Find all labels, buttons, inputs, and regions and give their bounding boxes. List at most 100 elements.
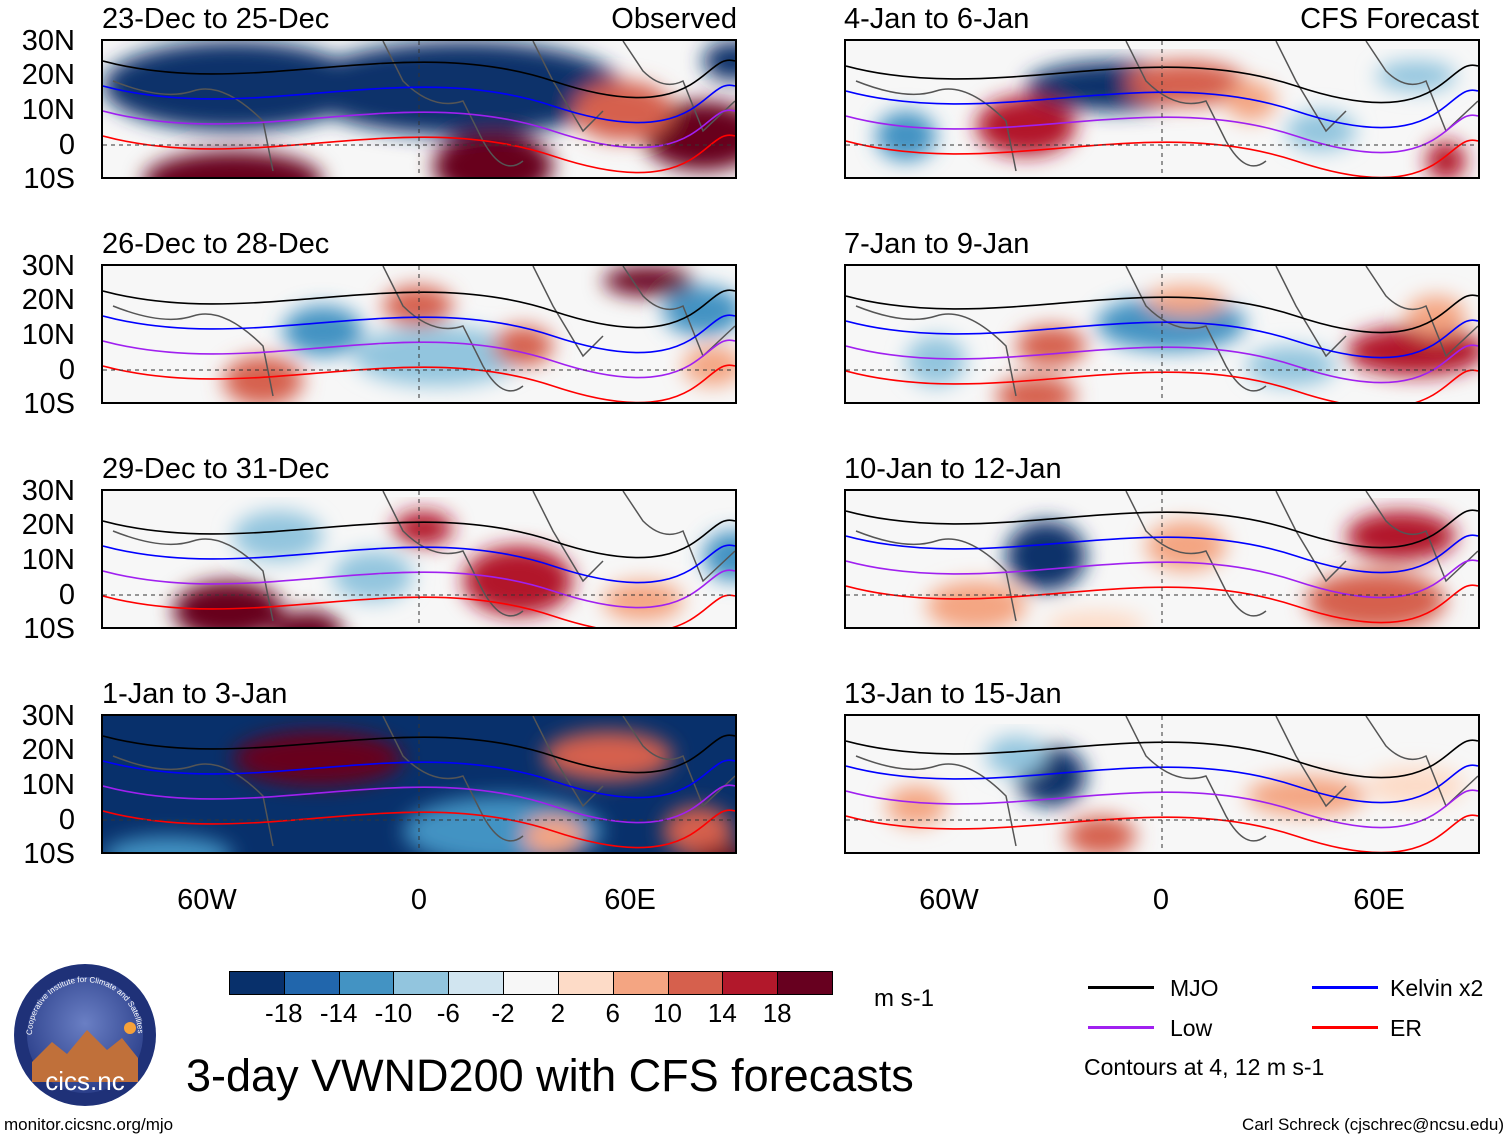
anomaly-blob	[383, 286, 453, 326]
contour-line	[103, 289, 735, 329]
anomaly-blob	[1066, 816, 1136, 852]
map-panel	[101, 264, 737, 404]
anomaly-blob	[1046, 611, 1146, 627]
anomaly-blob	[699, 846, 735, 852]
contour-line	[103, 519, 735, 559]
coastline	[855, 491, 1478, 622]
main-title: 3-day VWND200 with CFS forecasts	[186, 1050, 914, 1101]
lon-label: 0	[1152, 884, 1170, 916]
lon-label: 0	[410, 884, 428, 916]
colorbar-tick-label: -14	[319, 998, 358, 1028]
colorbar	[229, 971, 833, 995]
anomaly-blob	[1226, 81, 1276, 121]
anomaly-blob	[393, 511, 453, 546]
colorbar-swatch	[448, 971, 505, 995]
contour-line	[103, 84, 735, 124]
legend-swatch-low	[1088, 1026, 1154, 1029]
anomaly-blob	[986, 736, 1046, 776]
legend-label-kelvin: Kelvin x2	[1390, 975, 1484, 1001]
map-field	[103, 266, 735, 402]
anomaly-blob	[1146, 521, 1226, 571]
contour-line	[103, 134, 735, 174]
legend-label-er: ER	[1390, 1015, 1422, 1041]
anomaly-blob	[1016, 326, 1086, 366]
lat-label: 0	[58, 804, 75, 836]
colorbar-tick-label: 10	[653, 998, 682, 1028]
contour-line	[103, 784, 735, 824]
map-panel	[844, 489, 1480, 629]
anomaly-blob	[1286, 111, 1356, 151]
anomaly-blob	[703, 531, 735, 581]
map-field	[103, 491, 735, 627]
map-field	[846, 491, 1478, 627]
legend-swatch-kelvin	[1312, 986, 1378, 989]
lat-label: 0	[58, 354, 75, 386]
colorbar-tick-label: 6	[605, 998, 620, 1028]
anomaly-blob	[333, 551, 413, 601]
panel-title: 29-Dec to 31-Dec	[102, 453, 330, 485]
contour-line	[846, 559, 1478, 599]
anomaly-blob	[603, 581, 683, 621]
panel-title: 1-Jan to 3-Jan	[102, 678, 288, 710]
coastline	[112, 716, 735, 847]
contour-line	[103, 109, 735, 149]
lon-label: 60W	[919, 884, 979, 916]
anomaly-blob	[876, 111, 936, 161]
colorbar-tick-label: -10	[374, 998, 413, 1028]
map-field	[103, 41, 735, 177]
anomaly-blob	[1246, 776, 1366, 816]
anomaly-blob	[143, 151, 323, 177]
coastline	[112, 491, 735, 622]
colorbar-swatch	[503, 971, 559, 995]
colorbar-tick-label: -2	[491, 998, 515, 1028]
anomaly-blob	[104, 836, 232, 852]
lon-label: 60E	[1353, 884, 1405, 916]
panel-tag-observed: Observed	[611, 3, 737, 35]
anomaly-blob	[926, 581, 1026, 627]
contour-line	[103, 594, 735, 627]
anomaly-blob	[103, 41, 363, 131]
colorbar-swatch	[667, 971, 724, 995]
lat-label: 10N	[21, 769, 75, 801]
anomaly-blob	[1366, 766, 1466, 806]
contour-line	[846, 139, 1478, 177]
anomaly-blob	[663, 286, 735, 336]
contour-line	[103, 759, 735, 799]
anomaly-blob	[493, 326, 553, 366]
cics-logo: Cooperative Institute for Climate and Sa…	[12, 962, 158, 1108]
contour-line	[103, 314, 735, 354]
anomaly-blob	[906, 336, 966, 386]
colorbar-swatch	[338, 971, 395, 995]
lon-label: 60E	[604, 884, 656, 916]
panel-title: 7-Jan to 9-Jan	[844, 228, 1030, 260]
contour-line	[846, 89, 1478, 129]
contour-line	[846, 114, 1478, 154]
anomaly-blob	[886, 786, 946, 826]
anomaly-blob	[573, 81, 673, 141]
footer-url: monitor.cicsnc.org/mjo	[4, 1115, 174, 1134]
anomaly-blob	[1006, 521, 1086, 591]
contour-line	[846, 584, 1478, 624]
contour-line	[846, 319, 1478, 359]
anomaly-blob	[223, 356, 303, 402]
legend-swatch-er	[1312, 1026, 1378, 1029]
contour-line	[846, 814, 1478, 852]
lat-label: 10S	[23, 388, 75, 420]
contour-line	[103, 364, 735, 402]
lat-label: 30N	[21, 250, 75, 282]
contour-line	[846, 64, 1478, 104]
anomaly-blob	[233, 731, 403, 786]
contour-line	[846, 534, 1478, 574]
lat-label: 30N	[21, 700, 75, 732]
panel-title: 26-Dec to 28-Dec	[102, 228, 330, 260]
contour-line	[846, 789, 1478, 829]
legend-swatch-mjo	[1088, 986, 1154, 989]
legend-label-mjo: MJO	[1170, 975, 1219, 1001]
lat-label: 0	[58, 129, 75, 161]
lat-label: 20N	[21, 284, 75, 316]
anomaly-blob	[543, 731, 673, 781]
colorbar-swatch	[283, 971, 340, 995]
colorbar-swatch	[722, 971, 779, 995]
colorbar-units: m s-1	[874, 985, 934, 1012]
lat-label: 10N	[21, 94, 75, 126]
